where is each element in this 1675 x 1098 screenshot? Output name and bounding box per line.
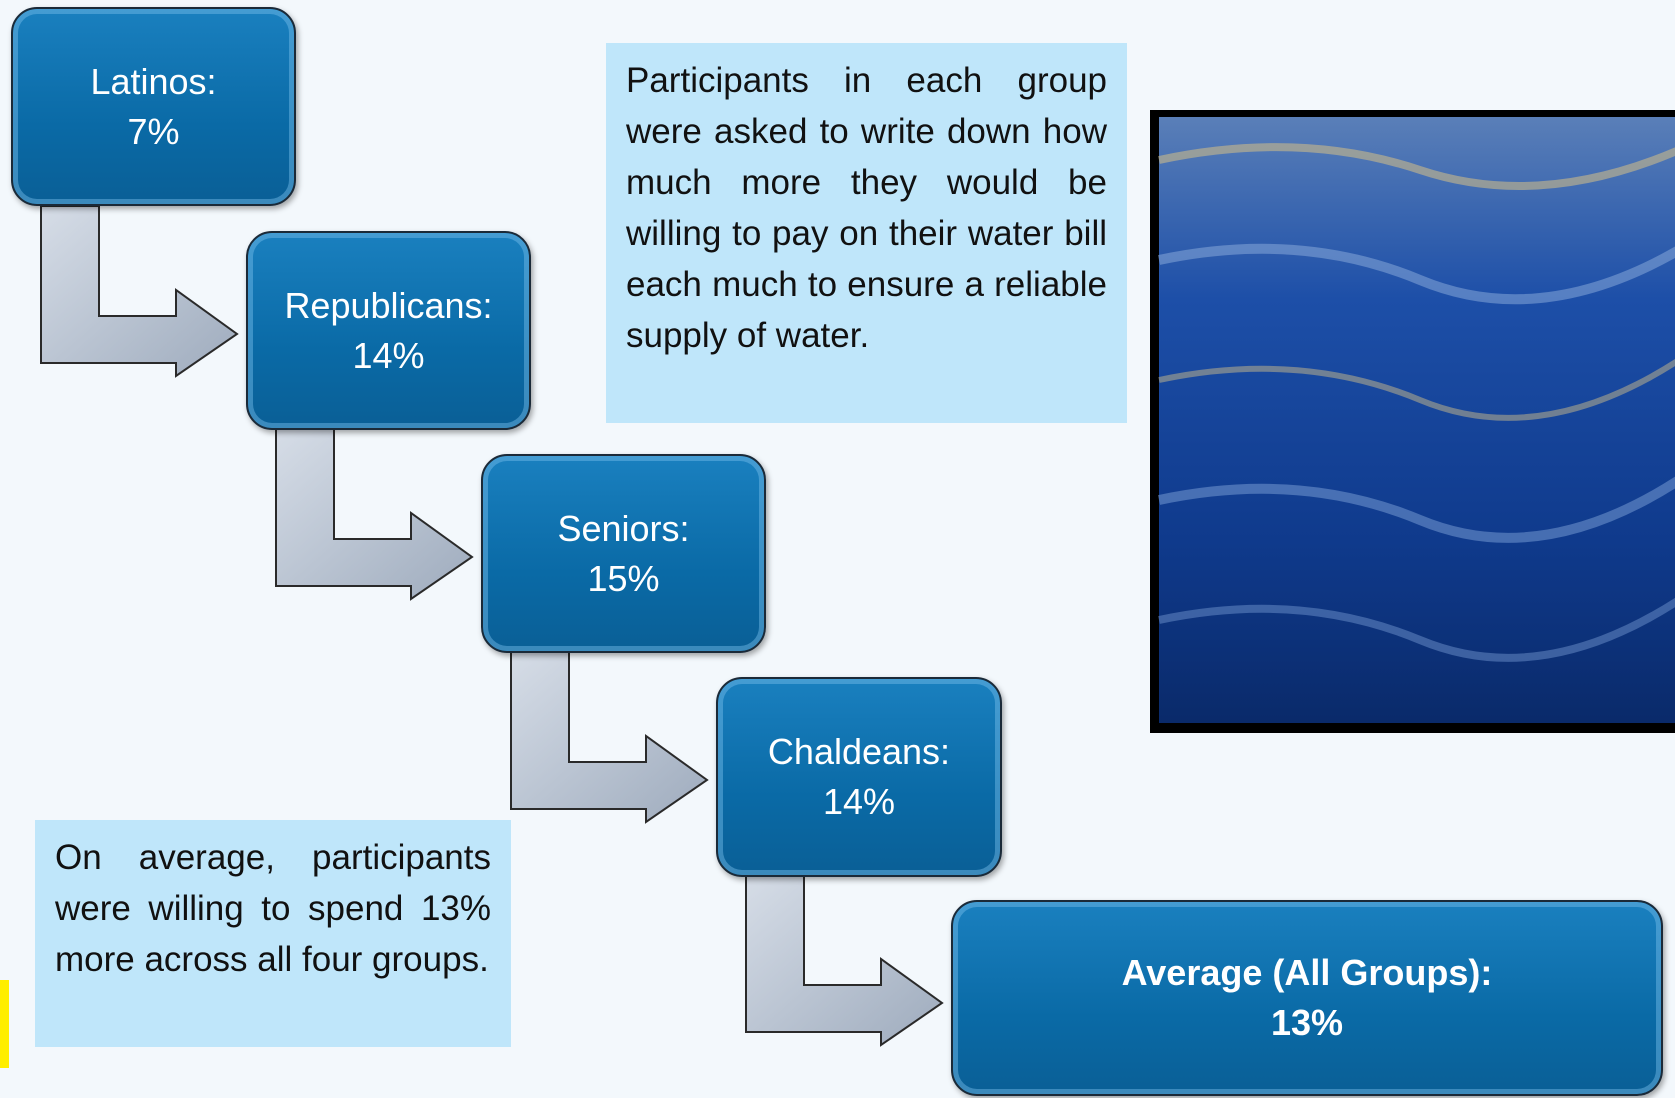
step-value: 14% (822, 781, 896, 822)
step-value: 14% (352, 334, 425, 376)
accent-bar (0, 980, 9, 1068)
step-label: Latinos: (90, 60, 217, 102)
step-box: Chaldeans: 14% (716, 677, 1002, 877)
step-value: 13% (1270, 1002, 1344, 1043)
arrow (510, 651, 708, 823)
step-value: 15% (587, 557, 660, 599)
average-box: Average (All Groups): 13% (951, 900, 1663, 1096)
note-box: On average, participants were willing to… (35, 820, 511, 1047)
step-value: 7% (127, 110, 180, 152)
step-label: Republicans: (284, 284, 493, 326)
arrow (275, 428, 473, 600)
step-label: Chaldeans: (767, 731, 951, 772)
arrow (40, 205, 238, 377)
note-box: Participants in each group were asked to… (606, 43, 1127, 423)
step-box: Republicans: 14% (246, 231, 531, 430)
step-box: Seniors: 15% (481, 454, 766, 653)
water-photo (1150, 110, 1675, 733)
step-box: Latinos: 7% (11, 7, 296, 206)
step-label: Average (All Groups): (1121, 952, 1493, 993)
step-label: Seniors: (557, 507, 690, 549)
arrow (745, 874, 943, 1046)
